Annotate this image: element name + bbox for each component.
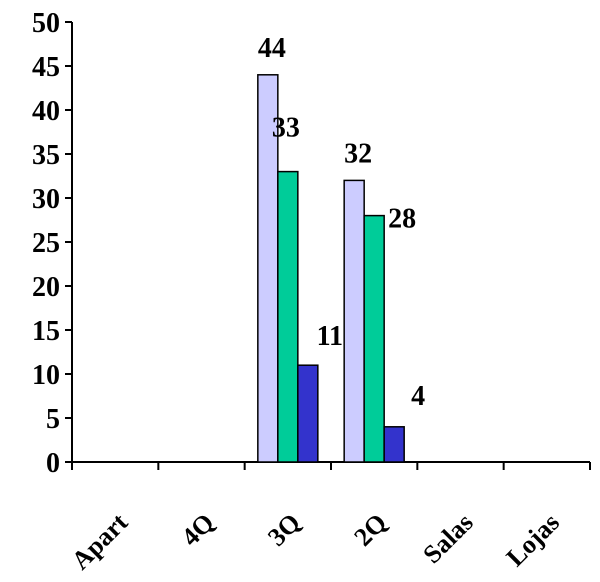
x-category-label: Salas [417,508,478,569]
bar-2q-series-2 [363,214,385,463]
y-axis: 0 5 10 15 20 25 30 35 40 45 50 [32,8,73,479]
x-axis: Apart 4Q 3Q 2Q Salas Lojas [66,461,591,575]
y-tick-label: 30 [32,184,60,215]
y-tick-label: 35 [32,140,60,171]
y-tick-label: 45 [32,52,60,83]
bar-3q-series-2 [277,170,299,463]
x-category-label: 4Q [176,508,220,552]
bar-2q-series-1 [343,179,365,463]
bar-value-label: 4 [411,381,425,412]
bar-value-label: 32 [344,138,372,169]
y-tick-label: 40 [32,96,60,127]
bar-3q-series-3 [297,364,319,463]
y-tick-label: 50 [32,8,60,39]
x-category-label: Apart [66,507,134,575]
data-labels: 44 33 11 32 28 4 [258,33,425,412]
y-tick-label: 20 [32,272,60,303]
x-category-label: 3Q [262,508,306,552]
bar-value-label: 28 [388,204,416,235]
bar-value-label: 11 [317,321,343,352]
bar-value-label: 44 [258,33,286,64]
y-tick-label: 0 [46,448,60,479]
y-tick-label: 25 [32,228,60,259]
x-category-label: 2Q [348,508,392,552]
bars [257,74,405,463]
y-tick-label: 10 [32,360,60,391]
bar-value-label: 33 [272,113,300,144]
bar-2q-series-3 [383,426,405,463]
x-category-label: Lojas [501,508,565,572]
y-tick-label: 15 [32,316,60,347]
y-tick-label: 5 [46,404,60,435]
